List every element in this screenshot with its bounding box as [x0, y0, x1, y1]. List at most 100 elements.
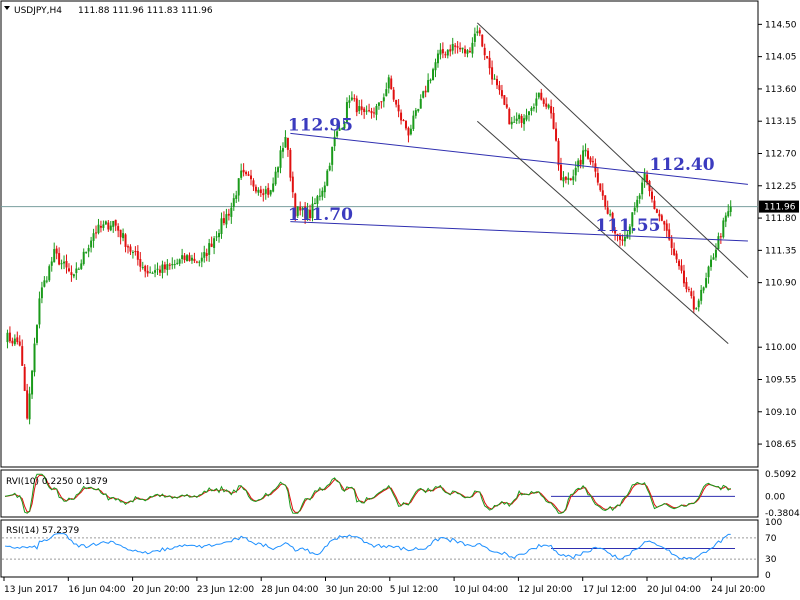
candle-body [461, 47, 464, 50]
chart-menu-triangle-icon[interactable] [4, 6, 10, 10]
candle-body [382, 97, 385, 102]
candle-body [225, 214, 228, 225]
price-tick-label: 113.60 [765, 85, 797, 95]
candle-body [596, 173, 599, 183]
trendline [290, 221, 748, 242]
main-panel-frame [0, 0, 759, 468]
candle-body [400, 112, 403, 121]
candle-body [328, 165, 331, 171]
candle-body [611, 212, 614, 232]
candle-body [252, 180, 255, 187]
candle-body [156, 268, 159, 270]
candle-body [419, 98, 422, 109]
candle-body [392, 89, 395, 100]
candle-body [491, 67, 494, 80]
symbol-label: USDJPY,H4 [14, 6, 62, 16]
candle-body [591, 161, 594, 163]
candle-body [119, 229, 122, 238]
candle-body [525, 115, 528, 120]
candle-body [245, 171, 248, 175]
candle-body [183, 255, 186, 261]
candle-body [670, 238, 673, 248]
candle-body [208, 243, 211, 255]
candle-body [195, 261, 198, 263]
candle-body [6, 332, 9, 343]
candle-body [77, 268, 80, 270]
candle-body [705, 278, 708, 288]
rsi-indicator: 100 70 30 0 [2, 518, 782, 581]
candle-body [222, 218, 225, 224]
candle-body [436, 53, 439, 64]
candle-body [173, 264, 176, 266]
candle-body [215, 236, 218, 238]
candle-body [151, 272, 154, 274]
time-tick-label: 10 Jul 04:00 [454, 585, 508, 595]
candle-body [232, 198, 235, 207]
candle-body [21, 346, 24, 366]
candle-body [28, 393, 31, 420]
candle-body [714, 249, 717, 258]
candle-body [171, 264, 174, 266]
candle-body [358, 106, 361, 112]
candle-body [262, 193, 265, 196]
candle-body [122, 233, 125, 239]
candle-body [727, 211, 730, 217]
candle-body [11, 340, 14, 344]
candle-body [417, 108, 420, 112]
candle-body [124, 234, 127, 247]
candle-body [527, 111, 530, 115]
candle-body [687, 289, 690, 291]
candle-body [456, 46, 459, 48]
candle-body [724, 215, 727, 222]
current-price-box [759, 200, 799, 213]
candle-body [626, 234, 629, 239]
price-tick-label: 114.50 [765, 20, 797, 30]
candle-body [269, 190, 272, 195]
candle-body [697, 300, 700, 308]
candle-body [542, 99, 545, 104]
candle-body [663, 221, 666, 225]
candle-body [500, 90, 503, 97]
candle-body [158, 269, 161, 273]
candle-body [680, 265, 683, 271]
rvi-main-line [4, 473, 731, 514]
candle-body [658, 213, 661, 217]
candle-body [397, 104, 400, 112]
rsi-tick-label: 100 [765, 518, 782, 528]
candle-body [23, 366, 26, 391]
rsi-label: RSI(14) 57.2379 [6, 526, 79, 536]
candle-body [48, 266, 51, 281]
candle-body [235, 195, 238, 199]
candles-group [6, 25, 732, 425]
candle-body [616, 234, 619, 236]
candle-body [289, 149, 292, 178]
candle-body [483, 47, 486, 56]
rvi-tick-label: 0.5092 [765, 470, 797, 480]
candle-body [434, 62, 437, 71]
channel-line [476, 120, 729, 344]
candle-body [75, 268, 78, 274]
annotations-group: 112.95 111.70 112.40 111.55 [288, 116, 715, 236]
candle-body [313, 202, 316, 204]
candle-body [90, 240, 93, 248]
time-tick-label: 24 Jul 20:00 [711, 585, 765, 595]
candle-body [286, 137, 289, 150]
candle-body [360, 106, 363, 110]
candle-body [655, 209, 658, 213]
candle-body [599, 183, 602, 191]
candle-body [707, 266, 710, 278]
candle-body [139, 258, 142, 267]
rsi-tick-label: 70 [765, 534, 777, 544]
candle-body [227, 213, 230, 216]
candle-body [323, 185, 326, 193]
time-tick-label: 30 Jun 20:00 [326, 585, 383, 595]
candle-body [569, 178, 572, 181]
candle-body [471, 42, 474, 54]
candle-body [166, 264, 169, 270]
candle-body [636, 199, 639, 208]
candle-body [498, 85, 501, 91]
candle-body [87, 248, 90, 252]
candle-body [218, 233, 221, 238]
rsi-panel-frame [0, 519, 759, 578]
candle-body [653, 200, 656, 210]
